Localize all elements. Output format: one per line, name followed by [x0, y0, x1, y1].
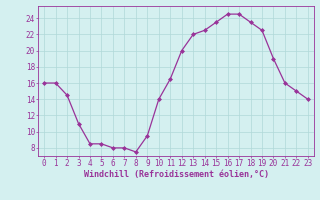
X-axis label: Windchill (Refroidissement éolien,°C): Windchill (Refroidissement éolien,°C): [84, 170, 268, 179]
